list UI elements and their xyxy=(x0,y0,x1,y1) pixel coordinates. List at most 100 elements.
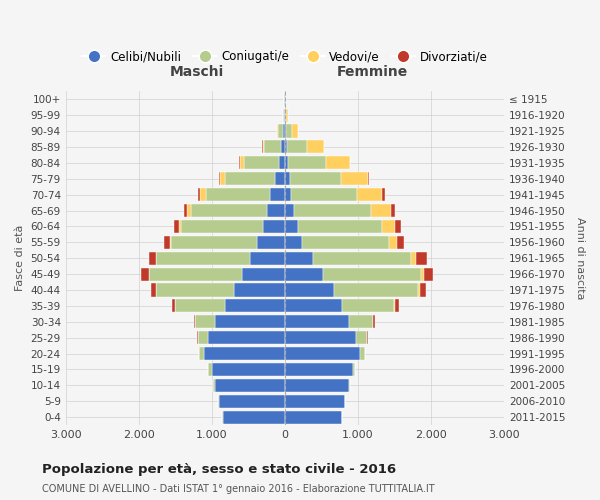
Bar xyxy=(191,204,266,217)
Bar xyxy=(353,363,355,376)
Bar xyxy=(285,379,349,392)
Bar xyxy=(225,172,275,185)
Text: Femmine: Femmine xyxy=(337,64,408,78)
Bar xyxy=(411,252,416,264)
Bar xyxy=(285,410,342,424)
Bar xyxy=(382,188,385,201)
Bar xyxy=(199,188,200,201)
Bar xyxy=(289,156,326,170)
Bar xyxy=(240,156,244,170)
Bar xyxy=(373,316,376,328)
Bar xyxy=(326,156,350,170)
Bar xyxy=(285,156,289,170)
Bar xyxy=(279,156,285,170)
Bar xyxy=(285,331,356,344)
Bar xyxy=(284,108,285,122)
Bar xyxy=(419,284,426,296)
Bar xyxy=(349,316,373,328)
Y-axis label: Fasce di età: Fasce di età xyxy=(15,225,25,292)
Bar xyxy=(323,268,421,280)
Bar xyxy=(212,363,285,376)
Bar xyxy=(220,172,225,185)
Bar xyxy=(285,220,298,233)
Bar xyxy=(298,220,382,233)
Bar xyxy=(382,220,395,233)
Bar xyxy=(266,204,285,217)
Bar xyxy=(416,252,427,264)
Text: Maschi: Maschi xyxy=(170,64,224,78)
Bar xyxy=(194,316,195,328)
Bar xyxy=(291,188,357,201)
Bar xyxy=(200,188,206,201)
Bar xyxy=(149,268,242,280)
Bar xyxy=(285,316,349,328)
Bar xyxy=(208,363,212,376)
Bar xyxy=(257,236,285,249)
Bar xyxy=(389,236,397,249)
Bar xyxy=(292,124,298,138)
Bar xyxy=(424,268,433,280)
Bar xyxy=(307,140,323,153)
Bar xyxy=(395,220,401,233)
Bar xyxy=(295,204,371,217)
Bar xyxy=(397,236,404,249)
Bar xyxy=(263,140,265,153)
Y-axis label: Anni di nascita: Anni di nascita xyxy=(575,217,585,300)
Bar xyxy=(285,268,323,280)
Bar xyxy=(285,140,287,153)
Bar xyxy=(171,236,257,249)
Bar xyxy=(283,124,285,138)
Bar xyxy=(195,316,215,328)
Bar xyxy=(285,188,291,201)
Bar xyxy=(285,252,313,264)
Bar xyxy=(156,252,250,264)
Bar xyxy=(170,236,171,249)
Bar xyxy=(418,284,419,296)
Bar xyxy=(199,347,205,360)
Bar xyxy=(219,395,285,408)
Bar xyxy=(285,172,290,185)
Bar xyxy=(218,395,219,408)
Bar xyxy=(349,379,350,392)
Bar xyxy=(278,124,283,138)
Bar xyxy=(151,284,156,296)
Legend: Celibi/Nubili, Coniugati/e, Vedovi/e, Divorziati/e: Celibi/Nubili, Coniugati/e, Vedovi/e, Di… xyxy=(77,46,493,68)
Text: Popolazione per età, sesso e stato civile - 2016: Popolazione per età, sesso e stato civil… xyxy=(42,462,396,475)
Bar xyxy=(213,379,215,392)
Bar xyxy=(285,284,334,296)
Bar xyxy=(313,252,411,264)
Bar xyxy=(290,172,341,185)
Bar xyxy=(287,140,307,153)
Bar xyxy=(215,379,285,392)
Bar xyxy=(391,204,395,217)
Bar xyxy=(285,124,286,138)
Bar xyxy=(223,410,285,424)
Bar xyxy=(342,300,394,312)
Bar xyxy=(302,236,389,249)
Bar xyxy=(181,220,263,233)
Bar xyxy=(285,300,342,312)
Bar xyxy=(172,300,175,312)
Bar xyxy=(164,236,170,249)
Bar xyxy=(219,172,220,185)
Bar xyxy=(285,395,345,408)
Bar xyxy=(275,172,285,185)
Bar xyxy=(149,252,155,264)
Bar xyxy=(156,284,233,296)
Bar xyxy=(208,331,285,344)
Bar xyxy=(233,284,285,296)
Bar xyxy=(360,347,365,360)
Bar xyxy=(225,300,285,312)
Bar xyxy=(140,268,149,280)
Bar xyxy=(270,188,285,201)
Bar xyxy=(285,204,295,217)
Text: COMUNE DI AVELLINO - Dati ISTAT 1° gennaio 2016 - Elaborazione TUTTITALIA.IT: COMUNE DI AVELLINO - Dati ISTAT 1° genna… xyxy=(42,484,434,494)
Bar xyxy=(215,316,285,328)
Bar xyxy=(175,300,225,312)
Bar xyxy=(285,347,360,360)
Bar xyxy=(187,204,191,217)
Bar xyxy=(184,204,187,217)
Bar xyxy=(394,300,395,312)
Bar xyxy=(357,188,382,201)
Bar xyxy=(179,220,181,233)
